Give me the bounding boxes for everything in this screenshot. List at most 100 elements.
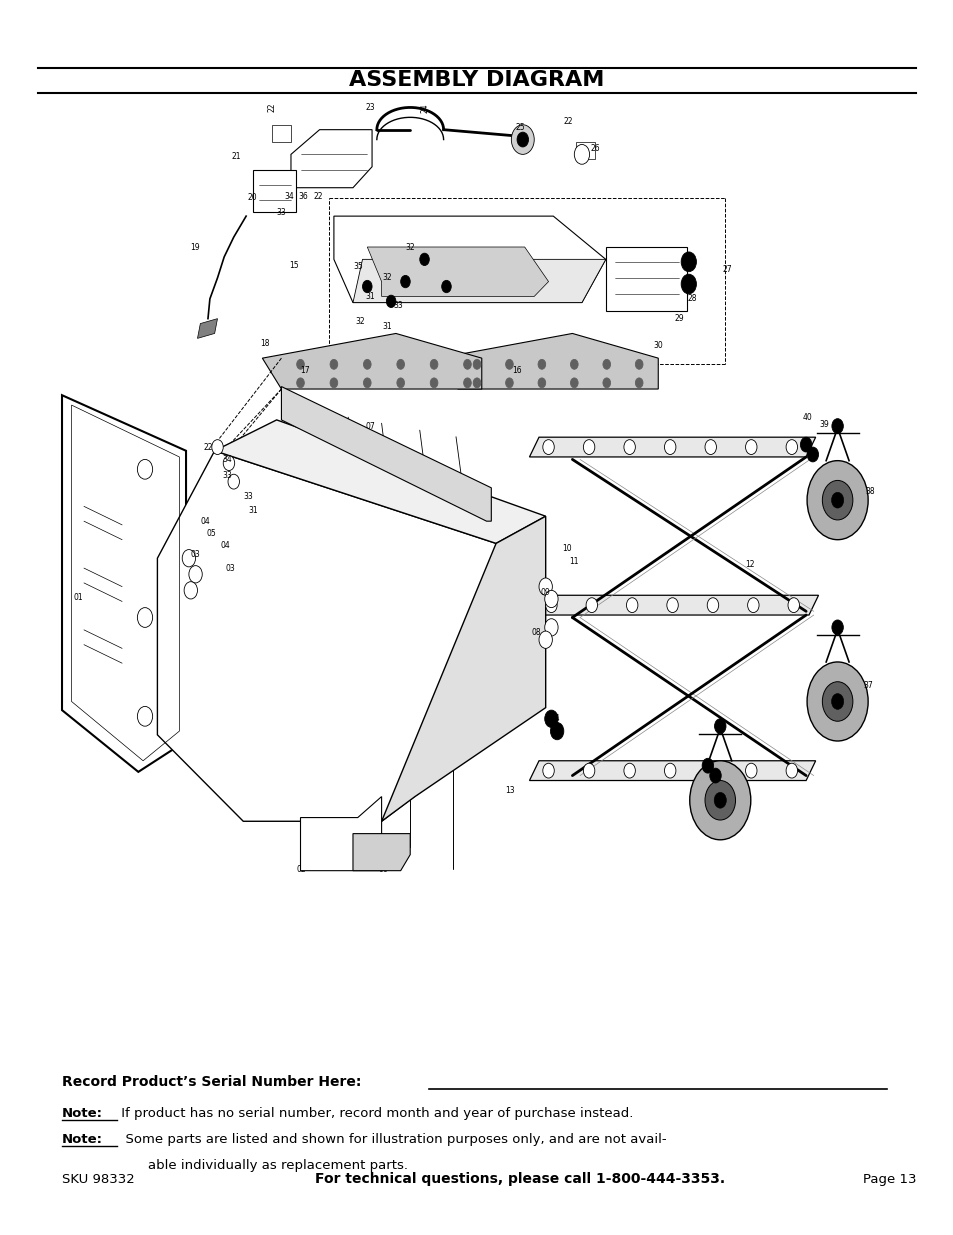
Circle shape bbox=[330, 359, 337, 369]
Text: 18: 18 bbox=[260, 338, 270, 348]
Circle shape bbox=[831, 419, 842, 433]
Polygon shape bbox=[605, 247, 686, 311]
Circle shape bbox=[806, 447, 818, 462]
Polygon shape bbox=[532, 595, 818, 615]
Text: 22: 22 bbox=[314, 191, 323, 201]
Circle shape bbox=[511, 125, 534, 154]
Circle shape bbox=[806, 662, 867, 741]
Circle shape bbox=[787, 598, 799, 613]
Text: 29: 29 bbox=[674, 314, 683, 324]
Text: 33: 33 bbox=[276, 207, 286, 217]
Circle shape bbox=[626, 598, 638, 613]
Circle shape bbox=[806, 461, 867, 540]
Polygon shape bbox=[529, 761, 815, 781]
Text: 39: 39 bbox=[819, 420, 828, 430]
Circle shape bbox=[831, 493, 842, 508]
Text: 03: 03 bbox=[191, 550, 200, 559]
Circle shape bbox=[574, 144, 589, 164]
Circle shape bbox=[326, 845, 332, 852]
Circle shape bbox=[363, 378, 371, 388]
Circle shape bbox=[785, 763, 797, 778]
Circle shape bbox=[680, 252, 696, 272]
Circle shape bbox=[137, 608, 152, 627]
Circle shape bbox=[570, 359, 578, 369]
Circle shape bbox=[635, 378, 642, 388]
Circle shape bbox=[582, 763, 595, 778]
Circle shape bbox=[369, 855, 375, 862]
Polygon shape bbox=[262, 333, 481, 389]
Text: 30: 30 bbox=[653, 341, 662, 351]
Circle shape bbox=[473, 359, 480, 369]
Circle shape bbox=[635, 359, 642, 369]
Text: ASSEMBLY DIAGRAM: ASSEMBLY DIAGRAM bbox=[349, 70, 604, 90]
Text: 25: 25 bbox=[515, 122, 524, 132]
Circle shape bbox=[228, 474, 239, 489]
Text: 16: 16 bbox=[512, 366, 521, 375]
Circle shape bbox=[223, 456, 234, 471]
Circle shape bbox=[623, 763, 635, 778]
Circle shape bbox=[430, 378, 437, 388]
Circle shape bbox=[326, 834, 332, 841]
Circle shape bbox=[704, 781, 735, 820]
Circle shape bbox=[538, 578, 552, 595]
Text: 31: 31 bbox=[365, 291, 375, 301]
Circle shape bbox=[537, 378, 545, 388]
Text: 03: 03 bbox=[226, 563, 235, 573]
Circle shape bbox=[663, 440, 675, 454]
Circle shape bbox=[831, 694, 842, 709]
Circle shape bbox=[473, 378, 480, 388]
Text: 40: 40 bbox=[801, 412, 811, 422]
Circle shape bbox=[714, 719, 725, 734]
Polygon shape bbox=[62, 395, 186, 772]
Circle shape bbox=[585, 598, 597, 613]
Circle shape bbox=[441, 280, 451, 293]
Circle shape bbox=[602, 359, 610, 369]
Text: 22: 22 bbox=[563, 116, 573, 126]
Text: 33: 33 bbox=[243, 492, 253, 501]
Text: 33: 33 bbox=[394, 300, 403, 310]
Circle shape bbox=[704, 440, 716, 454]
Circle shape bbox=[430, 359, 437, 369]
Text: 28: 28 bbox=[687, 294, 697, 304]
Circle shape bbox=[184, 582, 197, 599]
Circle shape bbox=[212, 440, 223, 454]
Text: 33: 33 bbox=[222, 471, 232, 480]
Circle shape bbox=[355, 834, 360, 841]
Circle shape bbox=[296, 378, 304, 388]
Text: 15: 15 bbox=[289, 261, 298, 270]
Polygon shape bbox=[281, 387, 491, 521]
Text: Note:: Note: bbox=[62, 1107, 103, 1120]
Text: 01: 01 bbox=[73, 593, 83, 603]
Text: Note:: Note: bbox=[62, 1132, 103, 1146]
Circle shape bbox=[831, 620, 842, 635]
Circle shape bbox=[680, 274, 696, 294]
Text: 38: 38 bbox=[864, 487, 874, 496]
Circle shape bbox=[137, 459, 152, 479]
Circle shape bbox=[312, 824, 317, 831]
Text: able individually as replacement parts.: able individually as replacement parts. bbox=[148, 1158, 408, 1172]
Circle shape bbox=[542, 763, 554, 778]
Text: 04: 04 bbox=[200, 516, 210, 526]
Circle shape bbox=[369, 824, 375, 831]
Polygon shape bbox=[272, 125, 291, 142]
Text: 13: 13 bbox=[505, 785, 515, 795]
Circle shape bbox=[582, 440, 595, 454]
Circle shape bbox=[704, 763, 716, 778]
Polygon shape bbox=[214, 420, 545, 543]
Circle shape bbox=[714, 793, 725, 808]
Text: 32: 32 bbox=[382, 273, 392, 283]
Circle shape bbox=[326, 855, 332, 862]
Text: 08: 08 bbox=[531, 627, 540, 637]
Text: 22: 22 bbox=[203, 442, 213, 452]
Circle shape bbox=[744, 440, 757, 454]
Circle shape bbox=[623, 440, 635, 454]
Text: 34: 34 bbox=[284, 191, 294, 201]
Text: 32: 32 bbox=[355, 316, 365, 326]
Circle shape bbox=[386, 295, 395, 308]
Text: Page 13: Page 13 bbox=[862, 1172, 916, 1186]
Circle shape bbox=[570, 378, 578, 388]
Polygon shape bbox=[367, 247, 548, 296]
Circle shape bbox=[312, 845, 317, 852]
Text: 19: 19 bbox=[190, 242, 199, 252]
Circle shape bbox=[821, 682, 852, 721]
